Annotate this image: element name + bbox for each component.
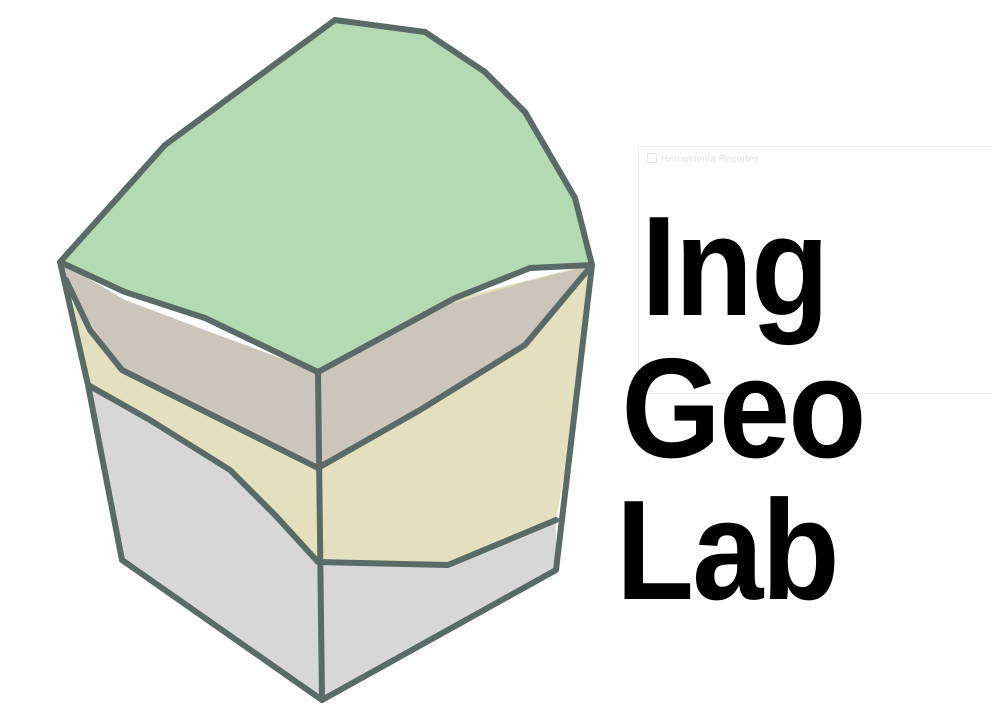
front-edge: [315, 369, 325, 703]
upper-layer: [60, 262, 592, 468]
scissors-icon: [647, 153, 657, 163]
block-outline: [57, 17, 595, 703]
background-window-title: Herramienta Recortes: [647, 153, 759, 165]
background-window-title-text: Herramienta Recortes: [661, 154, 759, 165]
wordmark-line-geo: Geo: [621, 329, 866, 488]
layer-boundary-lower: [85, 382, 559, 568]
bedrock-layer: [88, 385, 556, 700]
ingeolab-wordmark: Ing Geo Lab: [616, 187, 866, 630]
top-soil-layer: [60, 20, 592, 372]
top-face-edge: [57, 259, 595, 375]
wordmark-line-lab: Lab: [616, 471, 840, 630]
wordmark-line-ing: Ing: [641, 187, 829, 346]
background-snipping-window: Herramienta Recortes: [638, 146, 992, 394]
layer-boundary-upper: [63, 262, 595, 471]
